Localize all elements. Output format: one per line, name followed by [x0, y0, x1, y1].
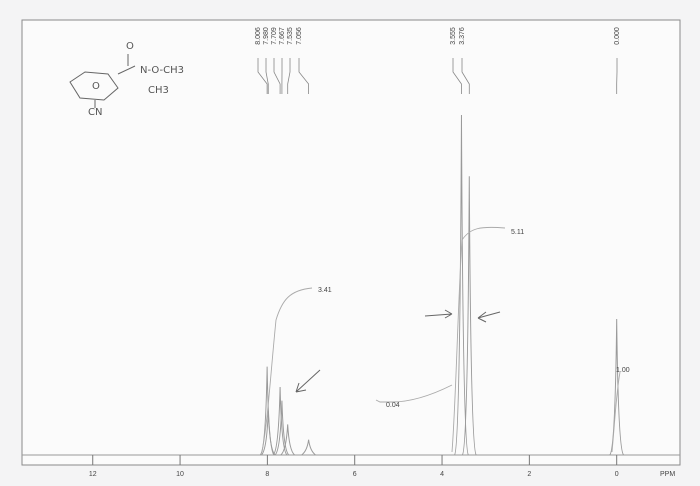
peak: [280, 424, 296, 456]
hand-arrows: [295, 309, 501, 393]
sketch-label: O: [92, 81, 100, 92]
peak-label: 3.555: [450, 27, 457, 45]
x-tick-label: 4: [440, 471, 444, 478]
peak-label-leader: [273, 58, 281, 94]
x-tick-label: 0: [615, 471, 619, 478]
integral-label: 1.00: [616, 367, 630, 374]
peak-label: 3.376: [459, 27, 466, 45]
peak: [274, 400, 290, 456]
peak: [301, 439, 316, 456]
integral-label: 5.11: [511, 229, 524, 236]
x-axis-label: PPM: [660, 471, 675, 478]
peak-label: 7.535: [287, 27, 294, 45]
peak-label-leader: [265, 58, 269, 94]
sketch-label: CN: [88, 107, 102, 118]
peak-label-leader: [461, 58, 470, 94]
peak-label-leader: [257, 58, 268, 94]
integral-trace: [451, 226, 506, 453]
x-tick-label: 2: [527, 471, 531, 478]
sketch-label: N-O-CH3: [140, 65, 184, 76]
integral-label: 3.41: [318, 287, 332, 294]
x-tick-label: 12: [89, 471, 97, 478]
structure-sketch: [69, 54, 136, 108]
integral-trace: [611, 371, 621, 453]
peak-label: 7.709: [271, 27, 278, 45]
integral-label: 0.04: [386, 402, 400, 409]
peak-label-leader: [287, 58, 291, 94]
sketch-label: CH3: [148, 85, 169, 96]
plot-frame: [21, 19, 681, 466]
sketch-label: O: [126, 41, 134, 52]
peak-label: 8.006: [255, 27, 262, 45]
peak-label: 7.056: [296, 27, 303, 45]
x-tick-label: 10: [176, 471, 184, 478]
integral-trace: [261, 287, 313, 453]
x-tick-label: 8: [265, 471, 269, 478]
x-tick-label: 6: [353, 471, 357, 478]
peak: [260, 410, 276, 456]
peak: [272, 386, 288, 456]
peak-label-leader: [298, 58, 310, 94]
peak-label: 0.000: [614, 27, 621, 45]
integral-trace: [375, 384, 453, 403]
peak-label-leader: [452, 58, 462, 94]
peak: [461, 176, 477, 456]
peak-label: 7.667: [279, 27, 286, 45]
peak-label: 7.980: [263, 27, 270, 45]
